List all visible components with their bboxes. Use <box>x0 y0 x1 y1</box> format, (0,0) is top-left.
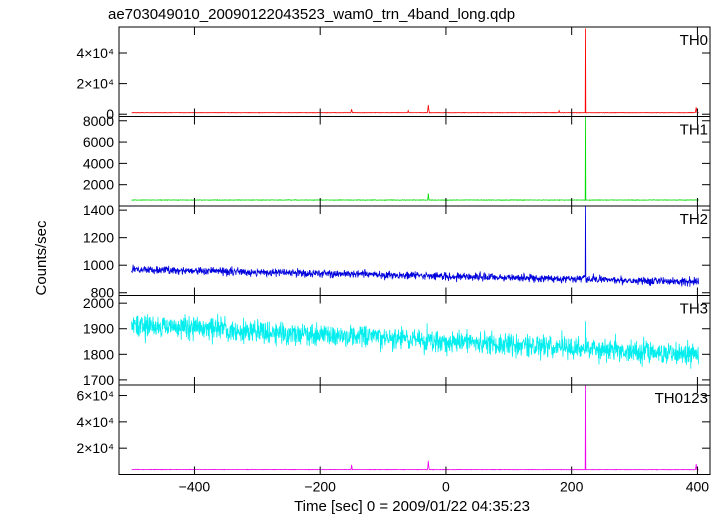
x-axis-label: Time [sec] 0 = 2009/01/22 04:35:23 <box>294 498 530 515</box>
panel-label-th2: TH2 <box>680 211 708 228</box>
chart-title: ae703049010_20090122043523_wam0_trn_4ban… <box>108 6 515 23</box>
lightcurve-th3 <box>131 313 700 369</box>
x-tick-label: 200 <box>560 479 584 495</box>
y-tick-label-th3: 1700 <box>83 372 114 388</box>
y-tick-label-th2: 1400 <box>83 202 114 218</box>
panel-frame-th0 <box>118 26 711 117</box>
y-tick-label-th2: 1200 <box>83 230 114 246</box>
y-tick-label-th2: 800 <box>91 285 115 301</box>
y-tick-label-th1: 4000 <box>83 155 114 171</box>
panel-label-th0123: TH0123 <box>655 390 708 407</box>
panel-label-th1: TH1 <box>680 122 708 139</box>
y-tick-label-th0123: 4×10⁴ <box>76 414 114 430</box>
y-tick-label-th1: 8000 <box>83 113 114 129</box>
panel-frame-th1 <box>118 116 711 207</box>
lightcurve-th0123 <box>131 384 699 471</box>
y-tick-label-th0123: 6×10⁴ <box>76 388 114 404</box>
x-tick-label: 400 <box>686 479 710 495</box>
lightcurve-th1 <box>131 116 699 202</box>
x-tick-label: −400 <box>179 479 211 495</box>
y-tick-label-th1: 6000 <box>83 134 114 150</box>
y-tick-label-th0123: 2×10⁴ <box>76 440 114 456</box>
panel-frame-th0123 <box>118 384 711 475</box>
panel-label-th0: TH0 <box>680 32 708 49</box>
panel-frame-th2 <box>118 205 711 296</box>
lightcurve-th0 <box>131 28 699 114</box>
y-tick-label-th0: 4×10⁴ <box>76 45 114 61</box>
panel-label-th3: TH3 <box>680 301 708 318</box>
y-axis-label: Counts/sec <box>33 220 50 296</box>
panels-group: 02×10⁴4×10⁴TH02000400060008000TH18001000… <box>76 26 711 495</box>
y-tick-label-th3: 2000 <box>83 295 114 311</box>
lightcurve-th2 <box>131 205 700 287</box>
y-tick-label-th2: 1000 <box>83 257 114 273</box>
y-tick-label-th0: 2×10⁴ <box>76 76 114 92</box>
y-tick-label-th0: 0 <box>106 106 114 122</box>
y-tick-label-th3: 1800 <box>83 346 114 362</box>
x-tick-label: −200 <box>304 479 336 495</box>
y-tick-label-th1: 2000 <box>83 177 114 193</box>
x-tick-label: 0 <box>442 479 450 495</box>
y-tick-label-th3: 1900 <box>83 321 114 337</box>
